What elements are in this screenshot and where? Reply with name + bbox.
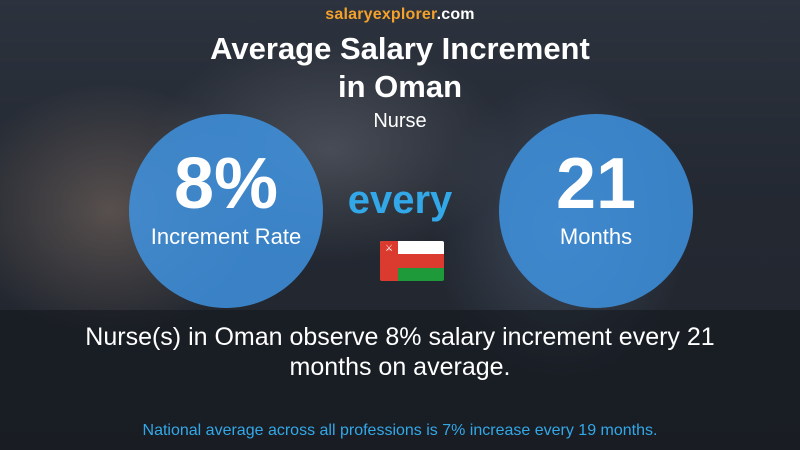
months-label: Months	[559, 224, 633, 249]
description-line-1: Nurse(s) in Oman observe 8% salary incre…	[85, 323, 715, 351]
site-logo[interactable]: salaryexplorer.com	[0, 6, 800, 24]
site-logo-part-explorer: explorer	[372, 6, 437, 23]
description-band	[0, 310, 800, 450]
site-logo-part-com: .com	[436, 6, 475, 23]
months-circle: 21 Months	[499, 114, 693, 308]
description-line-2: months on average.	[289, 353, 511, 381]
site-logo-part-salary: salary	[325, 6, 373, 23]
job-title: Nurse	[373, 110, 427, 132]
every-label: every	[347, 178, 453, 222]
oman-flag-icon: ⚔	[380, 241, 444, 281]
description-text: Nurse(s) in Oman observe 8% salary incre…	[40, 322, 760, 382]
page-title: Average Salary Increment in Oman	[0, 30, 800, 106]
increment-rate-circle: 8% Increment Rate	[129, 114, 323, 308]
increment-rate-label: Increment Rate	[150, 224, 302, 249]
title-line-1: Average Salary Increment	[210, 31, 590, 66]
national-average-note: National average across all professions …	[142, 422, 658, 439]
months-value: 21	[555, 144, 637, 224]
title-line-2: in Oman	[337, 69, 462, 104]
increment-rate-value: 8%	[173, 144, 279, 224]
